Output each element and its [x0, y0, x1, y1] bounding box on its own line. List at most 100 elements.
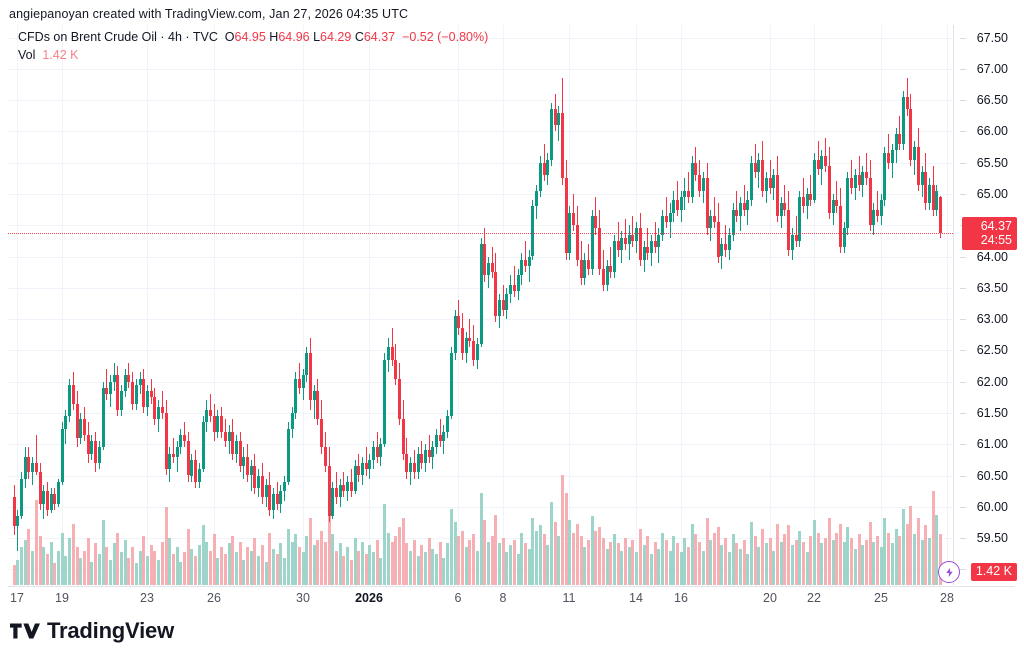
price-tick-label: 61.00 [976, 437, 1008, 452]
legend-high-value: 64.96 [278, 30, 310, 44]
volume-bar [427, 538, 431, 585]
volume-bar [764, 543, 768, 585]
candle-body [664, 215, 668, 223]
volume-bar [178, 561, 182, 585]
candle-body [319, 419, 323, 448]
volume-bar [512, 539, 516, 585]
candle-body [734, 209, 738, 216]
candle-body [223, 431, 227, 442]
time-axis[interactable]: 17 19 23 26 30 2026 6 8 11 14 16 20 22 25 28 [8, 586, 1015, 613]
volume-bar [723, 538, 727, 585]
candle-body [786, 209, 790, 251]
volume-bar [486, 541, 490, 585]
volume-bar [697, 541, 701, 585]
price-tick-label: 62.00 [976, 374, 1008, 389]
volume-bar [475, 550, 479, 585]
volume-bar [152, 550, 156, 585]
price-tick-dash [960, 131, 966, 133]
volume-bar [434, 554, 438, 585]
price-axis[interactable]: 67.5067.0066.5066.0065.5065.0064.5064.00… [960, 25, 1024, 585]
volume-bar [445, 543, 449, 585]
volume-bar [56, 550, 60, 585]
grid-line-vertical [881, 25, 882, 585]
volume-bar [453, 521, 457, 585]
candle-body [764, 178, 768, 191]
legend-symbol[interactable]: CFDs on Brent Crude Oil [18, 30, 157, 44]
candle-body [923, 172, 927, 204]
candle-body [67, 384, 71, 417]
grid-line-vertical [569, 25, 570, 585]
candle-body [705, 178, 709, 229]
candle-body [894, 134, 898, 151]
price-tick-dash [960, 100, 966, 102]
chart-legend[interactable]: CFDs on Brent Crude Oil · 4h · TVC O64.9… [18, 29, 488, 64]
candle-wick [851, 159, 852, 194]
volume-bar [756, 547, 760, 585]
volume-bar [327, 510, 331, 585]
volume-bar [490, 536, 494, 585]
volume-bar [49, 541, 53, 585]
volume-bar [145, 556, 149, 585]
volume-bar [504, 552, 508, 585]
volume-bar [189, 548, 193, 585]
volume-bar [34, 500, 38, 585]
candle-body [41, 491, 45, 504]
price-tick-label: 65.50 [976, 155, 1008, 170]
legend-interval[interactable]: 4h [168, 30, 182, 44]
last-price-badge[interactable]: 64.37 24:55 [962, 217, 1017, 251]
volume-bar [816, 532, 820, 585]
volume-bar [201, 525, 205, 585]
candle-wick [666, 197, 667, 229]
volume-badge[interactable]: 1.42 K [970, 563, 1017, 581]
candle-body [597, 228, 601, 269]
volume-bar [664, 539, 668, 585]
candle-body [719, 243, 723, 257]
time-tick-label: 30 [296, 591, 310, 605]
candle-body [126, 375, 130, 382]
volume-bar [801, 541, 805, 585]
volume-bar [297, 547, 301, 585]
legend-volume-label[interactable]: Vol [18, 48, 36, 62]
candle-body [756, 159, 760, 173]
candle-body [775, 175, 779, 216]
candle-body [556, 112, 560, 126]
volume-bar [864, 539, 868, 585]
legend-low-value: 64.29 [320, 30, 352, 44]
candle-body [367, 459, 371, 470]
chart-plot-area[interactable] [8, 25, 953, 585]
candle-body [812, 159, 816, 201]
candle-body [857, 175, 861, 185]
candle-body [238, 441, 242, 467]
volume-bar [656, 548, 660, 585]
candle-wick [525, 240, 526, 273]
volume-bar [238, 541, 242, 585]
legend-close-label: C [354, 30, 364, 44]
volume-bar [260, 545, 264, 585]
volume-bar [393, 536, 397, 585]
price-tick-dash [960, 412, 966, 414]
candle-body [571, 212, 575, 226]
volume-bar [616, 543, 620, 585]
volume-bar [571, 532, 575, 585]
last-price-value: 64.37 [980, 219, 1012, 234]
candle-body [212, 416, 216, 432]
candle-wick [784, 184, 785, 216]
price-tick-label: 60.50 [976, 468, 1008, 483]
lightning-alert-icon[interactable] [938, 561, 960, 583]
candle-body [467, 337, 471, 341]
candle-body [60, 428, 64, 482]
volume-bar [252, 538, 256, 585]
volume-bar [134, 563, 138, 585]
volume-bar [375, 539, 379, 585]
candle-body [145, 391, 149, 407]
volume-bar [623, 538, 627, 585]
volume-bar [19, 547, 23, 585]
volume-bar [441, 557, 445, 585]
volume-bar [108, 559, 112, 585]
candle-body [327, 466, 331, 517]
candle-body [104, 387, 108, 395]
volume-bar [527, 548, 531, 585]
price-tick-label: 61.50 [976, 405, 1008, 420]
candle-body [75, 403, 79, 438]
candle-body [831, 200, 835, 213]
